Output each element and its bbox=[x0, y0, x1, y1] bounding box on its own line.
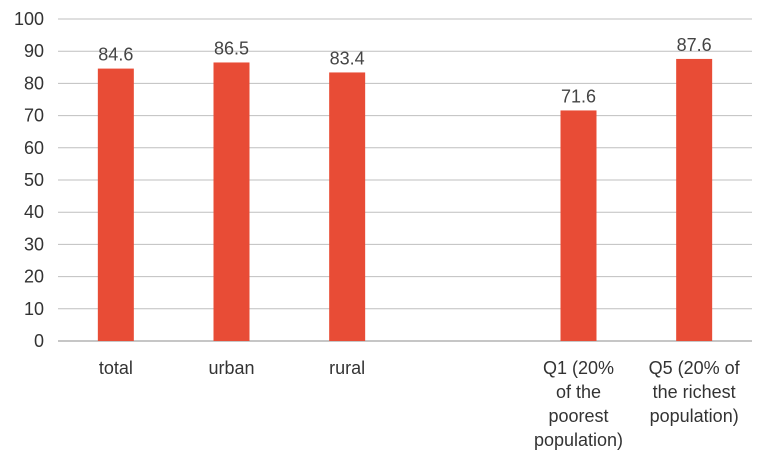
bar bbox=[676, 58, 713, 341]
x-category-line: population) bbox=[650, 406, 739, 426]
y-tick-label: 70 bbox=[24, 106, 44, 126]
y-tick-label: 30 bbox=[24, 234, 44, 254]
y-tick-label: 60 bbox=[24, 138, 44, 158]
y-tick-label: 10 bbox=[24, 299, 44, 319]
x-category-line: the richest bbox=[653, 382, 736, 402]
y-tick-label: 90 bbox=[24, 41, 44, 61]
bar bbox=[329, 72, 366, 342]
y-tick-label: 100 bbox=[14, 9, 44, 29]
x-category-label: rural bbox=[329, 358, 365, 378]
data-label: 84.6 bbox=[98, 45, 133, 65]
y-tick-label: 40 bbox=[24, 202, 44, 222]
data-label: 86.5 bbox=[214, 38, 249, 58]
x-category-label: Q1 (20% of the poorest population) bbox=[534, 358, 623, 450]
bar bbox=[97, 68, 134, 341]
x-category-line: total bbox=[99, 358, 133, 378]
data-labels: 84.6 86.5 83.4 71.6 87.6 bbox=[98, 35, 711, 107]
x-category-label: urban bbox=[208, 358, 254, 378]
bar bbox=[213, 62, 250, 341]
y-tick-label: 50 bbox=[24, 170, 44, 190]
x-category-line: of the bbox=[556, 382, 601, 402]
x-category-line: population) bbox=[534, 430, 623, 450]
y-tick-label: 80 bbox=[24, 73, 44, 93]
x-category-line: poorest bbox=[548, 406, 608, 426]
x-category-label: Q5 (20% of the richest population) bbox=[649, 358, 741, 426]
x-category-line: rural bbox=[329, 358, 365, 378]
x-category-line: urban bbox=[208, 358, 254, 378]
y-tick-label: 20 bbox=[24, 267, 44, 287]
x-category-line: Q5 (20% of bbox=[649, 358, 741, 378]
x-category-line: Q1 (20% bbox=[543, 358, 614, 378]
y-axis-ticks: 0 10 20 30 40 50 60 70 80 90 100 bbox=[14, 9, 44, 351]
data-label: 83.4 bbox=[330, 48, 365, 68]
bar bbox=[560, 110, 597, 341]
bars bbox=[97, 58, 713, 342]
data-label: 71.6 bbox=[561, 86, 596, 106]
data-label: 87.6 bbox=[677, 35, 712, 55]
x-category-label: total bbox=[99, 358, 133, 378]
y-tick-label: 0 bbox=[34, 331, 44, 351]
x-axis-categories: total urban rural Q1 (20% of the poorest popul… bbox=[99, 358, 741, 450]
gridlines bbox=[58, 18, 752, 342]
